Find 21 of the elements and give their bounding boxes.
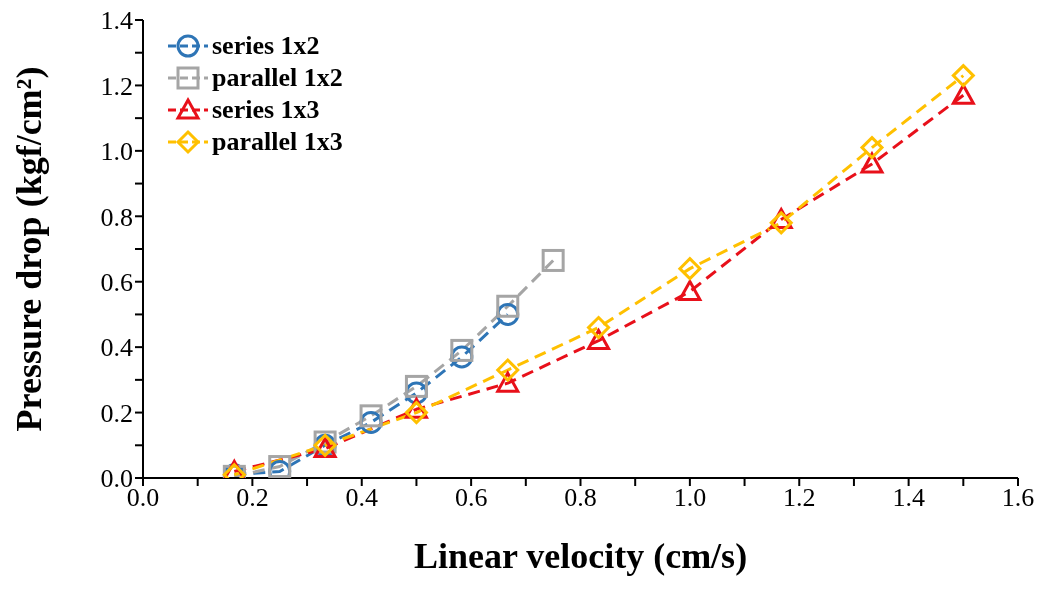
y-axis-title: Pressure drop (kgf/cm²) xyxy=(8,66,49,432)
legend-label: series 1x3 xyxy=(212,94,320,126)
y-tick-label: 0.4 xyxy=(100,333,133,363)
legend-label: parallel 1x3 xyxy=(212,126,343,158)
x-tick-label: 0.4 xyxy=(345,483,378,513)
x-tick-label: 1.6 xyxy=(1001,483,1035,513)
x-tick-label: 1.2 xyxy=(783,483,816,513)
x-tick-label: 1.4 xyxy=(892,483,925,513)
x-axis-title: Linear velocity (cm/s) xyxy=(413,536,748,576)
y-tick-label: 1.2 xyxy=(100,71,133,101)
legend-label: parallel 1x2 xyxy=(212,62,343,94)
x-tick-label: 1.0 xyxy=(673,483,707,513)
legend-label: series 1x2 xyxy=(212,30,320,62)
x-tick-label: 0.8 xyxy=(564,483,597,513)
y-tick-label: 0.6 xyxy=(100,267,133,297)
y-tick-label: 1.0 xyxy=(100,137,133,167)
x-tick-label: 0.2 xyxy=(236,483,269,513)
y-tick-label: 1.4 xyxy=(100,6,133,36)
y-tick-label: 0.2 xyxy=(100,398,133,428)
y-tick-label: 0.8 xyxy=(100,202,133,232)
x-tick-label: 0.6 xyxy=(454,483,488,513)
